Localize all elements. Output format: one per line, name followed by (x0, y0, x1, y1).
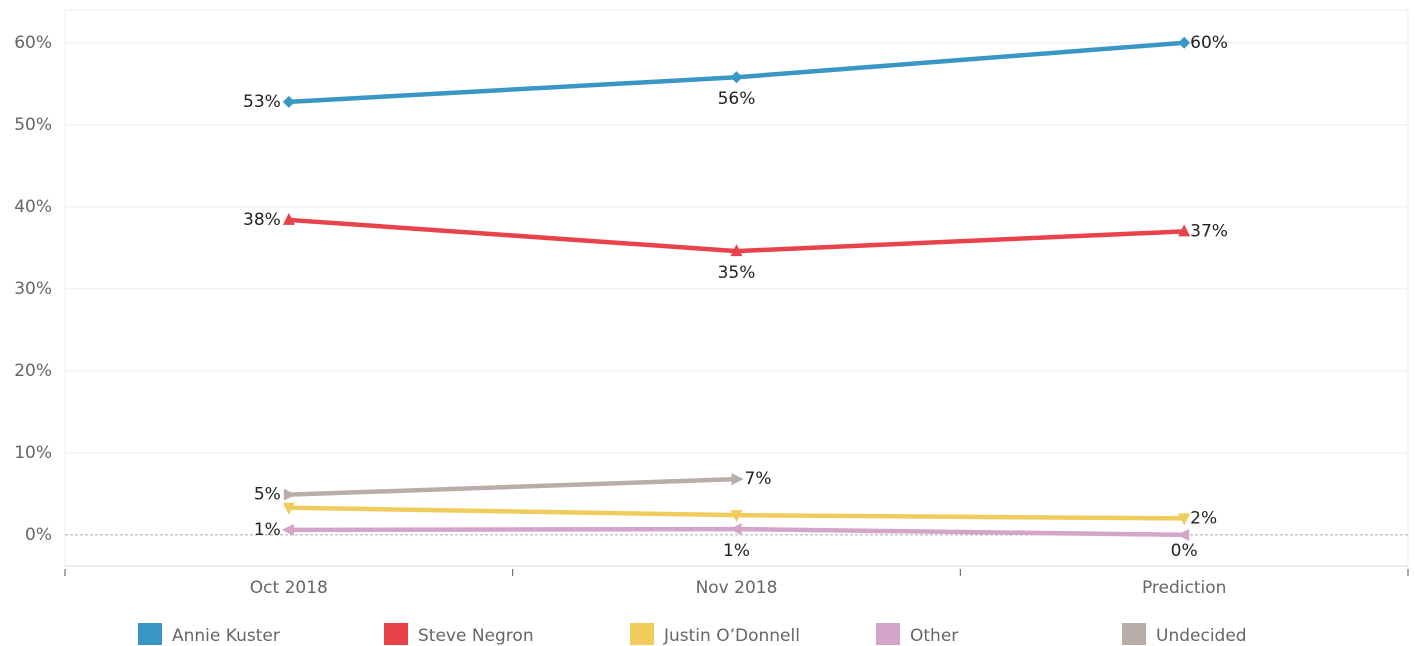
data-label: 35% (718, 263, 756, 283)
legend-label: Other (910, 626, 958, 646)
point (282, 212, 295, 225)
y-tick-label: 0% (25, 525, 52, 545)
legend-swatch (138, 623, 162, 645)
y-tick-label: 30% (14, 279, 52, 299)
data-label: 7% (745, 469, 772, 489)
y-tick-label: 10% (14, 443, 52, 463)
legend-swatch (1122, 623, 1146, 645)
data-label: 60% (1190, 33, 1228, 53)
data-label: 1% (254, 520, 281, 540)
data-label: 1% (723, 541, 750, 561)
point (731, 473, 744, 486)
x-tick-label: Prediction (1142, 578, 1226, 598)
data-label: 53% (243, 92, 281, 112)
point (282, 95, 295, 108)
series-line (288, 476, 737, 497)
data-label: 2% (1190, 508, 1217, 528)
point (730, 244, 743, 257)
point (281, 523, 294, 536)
y-tick-label: 60% (14, 33, 52, 53)
data-label: 38% (243, 210, 281, 230)
point (1178, 513, 1191, 526)
y-tick-label: 20% (14, 361, 52, 381)
legend-label: Justin O’Donnell (663, 626, 800, 646)
x-tick-label: Nov 2018 (696, 578, 778, 598)
legend-swatch (876, 623, 900, 645)
data-label: 5% (254, 485, 281, 505)
point (283, 488, 296, 501)
legend-label: Annie Kuster (172, 626, 280, 646)
x-tick-label: Oct 2018 (250, 578, 328, 598)
data-label: 0% (1171, 541, 1198, 561)
point (1177, 528, 1190, 541)
data-label: 37% (1190, 221, 1228, 241)
point (730, 510, 743, 523)
legend-label: Undecided (1156, 626, 1247, 646)
legend-swatch (384, 623, 408, 645)
point (729, 523, 742, 536)
legend-label: Steve Negron (418, 626, 534, 646)
point (1178, 224, 1191, 237)
y-tick-label: 40% (14, 197, 52, 217)
point (282, 502, 295, 515)
y-tick-label: 50% (14, 115, 52, 135)
point (1178, 36, 1191, 49)
legend-swatch (630, 623, 654, 645)
point (730, 71, 743, 84)
data-label: 56% (718, 89, 756, 109)
